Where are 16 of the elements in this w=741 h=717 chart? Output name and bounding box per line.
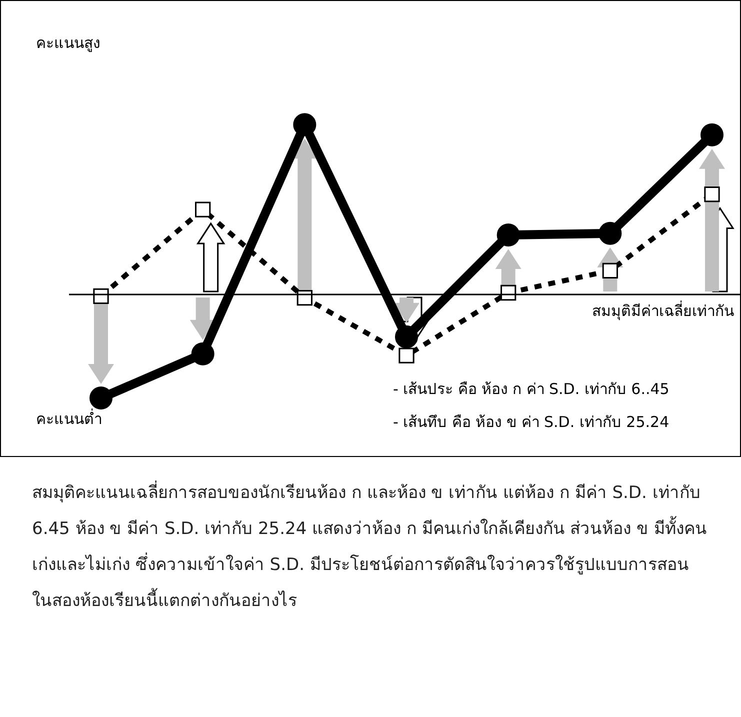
point [496, 224, 520, 247]
point [598, 222, 622, 245]
text: - เส้นทึบ คือ ห้อง ข ค่า S.D. เท่ากับ 25.24 [393, 412, 670, 433]
point [195, 202, 211, 218]
point [700, 123, 724, 146]
text: คะแนนสูง [36, 33, 100, 54]
text: คะแนนต่ำ [36, 408, 102, 430]
point [90, 386, 112, 410]
ref-line-label: สมมุติมีค่าเฉลี่ยเท่ากัน [592, 300, 734, 321]
point [293, 113, 316, 136]
annotation: - เส้นประ คือ ห้อง ก ค่า S.D. เท่ากับ 6..45 [393, 379, 670, 400]
point [398, 348, 414, 364]
point [191, 342, 214, 366]
point [704, 186, 720, 202]
text: สมมุติคะแนนเฉลี่ยการสอบของนักเรียนห้อง ก และห้อง ข เท่ากัน แต่ห้อง ก มีค่า S.D. เท่ากับ 6.45 ห้อง ข มีค่า S.D. เท่ากับ 25.24 แสดงว่าห้อง ก มีคนเก่งใกล้เคียงกัน ส่วนห้อง ข มีทั้งคนเก่งและไม่เก่ง ซึ่งความเข้าใจค่า S.D. มีประโยชน์ต่อการตัดสินใจว่าควรใช้รูปแบบการสอนในสองห้องเรียนนี้แตกต่างกันอย่างไร [31, 480, 708, 613]
point [395, 325, 418, 348]
